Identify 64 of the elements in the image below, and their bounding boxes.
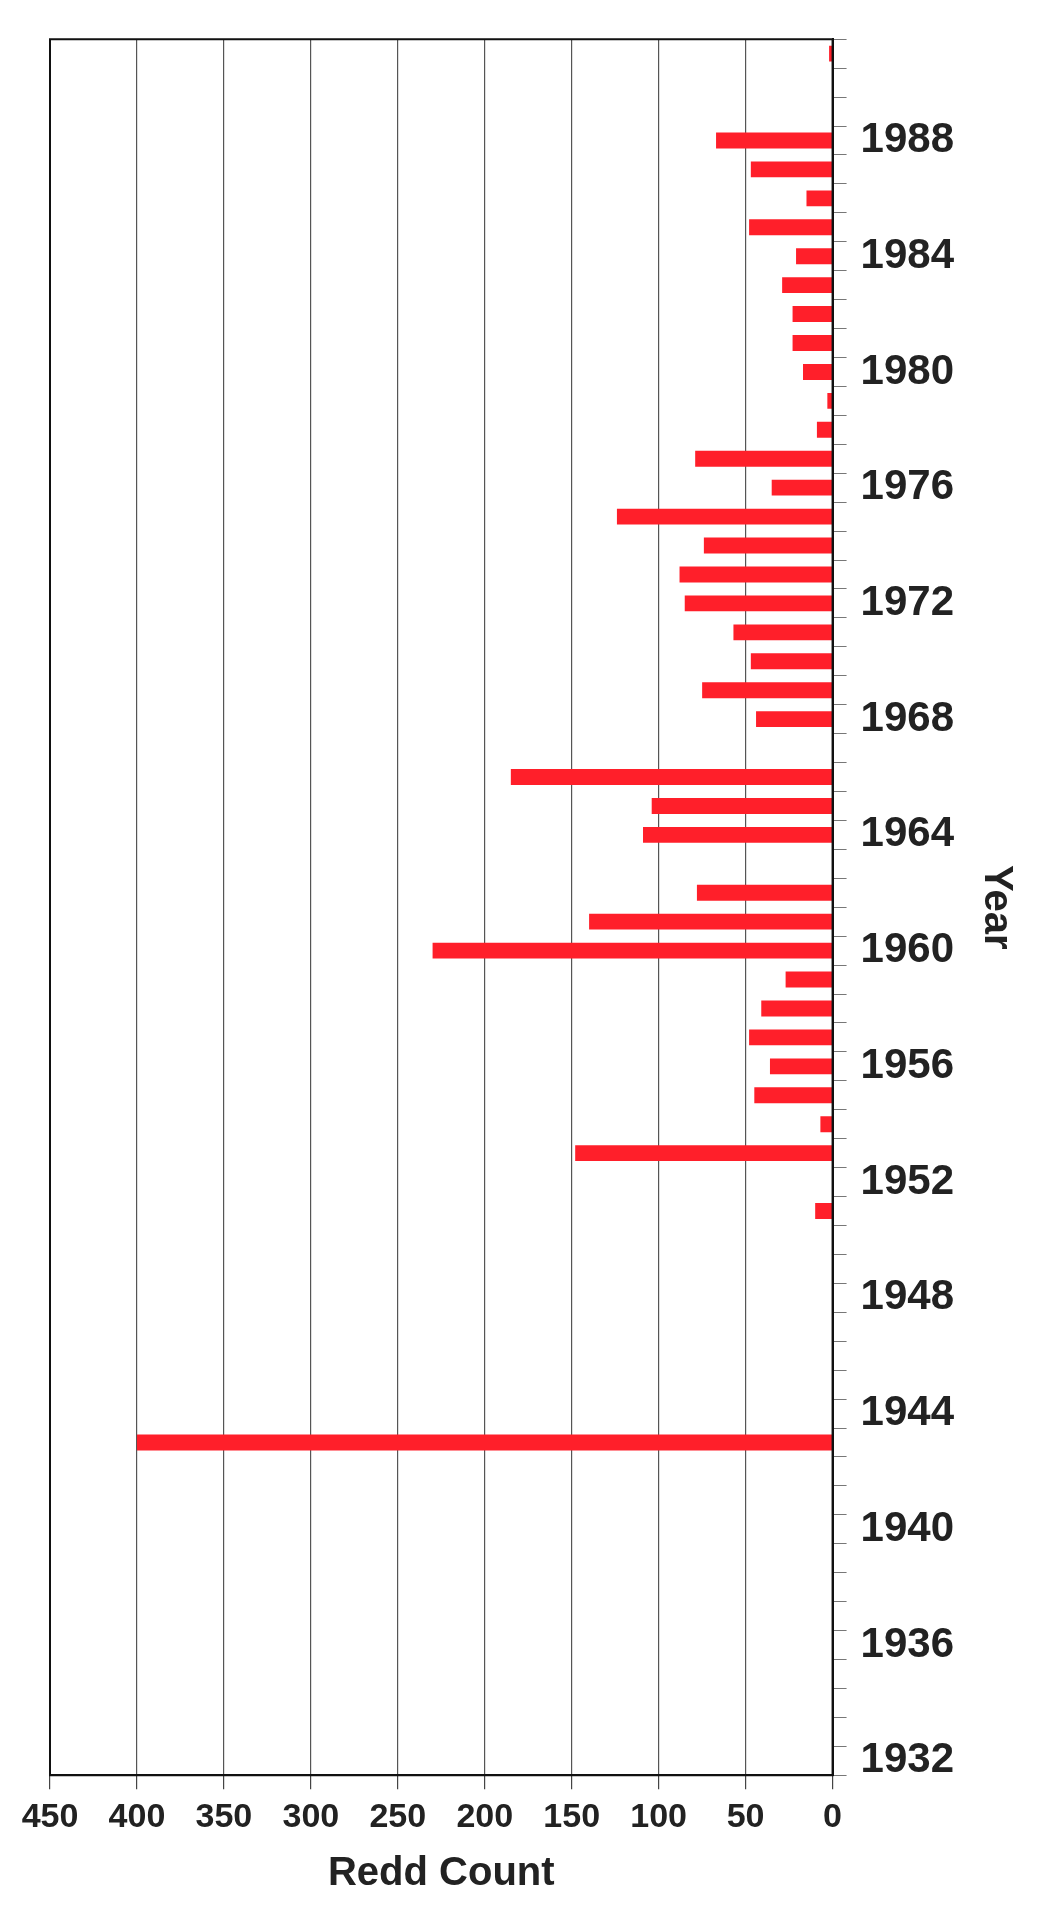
bar [432, 942, 832, 959]
x-tick-label: 300 [282, 1795, 340, 1834]
y-tick-label: 1956 [860, 1039, 954, 1087]
bar [696, 884, 832, 901]
x-tick-label: 100 [630, 1795, 688, 1834]
x-tick-label: 150 [543, 1795, 601, 1834]
bar [761, 1000, 832, 1017]
bar [815, 1203, 832, 1219]
bar [769, 1058, 832, 1075]
bar [733, 624, 832, 641]
bar [643, 826, 832, 843]
bar [754, 1087, 832, 1104]
x-tick-label: 400 [108, 1795, 166, 1834]
x-tick-label: 50 [726, 1795, 765, 1834]
bar [820, 1116, 832, 1133]
bar [589, 913, 832, 930]
y-tick-label: 1952 [860, 1155, 954, 1203]
x-tick-label: 450 [21, 1795, 79, 1834]
y-tick-label: 1964 [860, 808, 955, 856]
bar [806, 190, 832, 207]
bar [136, 1434, 832, 1451]
y-tick-label: 1948 [860, 1271, 954, 1319]
bar [695, 450, 832, 467]
bar [716, 132, 832, 149]
bar [750, 653, 832, 670]
bar [771, 479, 832, 496]
bar [827, 392, 832, 409]
bar [803, 363, 832, 380]
y-tick-label: 1932 [860, 1734, 954, 1782]
y-tick-label: 1968 [860, 692, 954, 740]
bar [651, 797, 832, 814]
bar [792, 335, 832, 351]
x-tick-label: 200 [456, 1795, 514, 1834]
bar [796, 248, 832, 265]
y-tick-label: 1940 [860, 1502, 954, 1550]
bar [749, 1029, 832, 1046]
x-tick-label: 350 [195, 1795, 253, 1834]
bar [684, 595, 832, 612]
y-tick-label: 1936 [860, 1618, 954, 1666]
bar [749, 219, 832, 236]
bar [575, 1145, 832, 1162]
bar [829, 45, 832, 62]
bar [782, 277, 832, 294]
y-tick-label: 1972 [860, 576, 954, 624]
y-tick-label: 1984 [860, 229, 955, 277]
y-tick-label: 1960 [860, 924, 954, 972]
bar [702, 682, 832, 699]
y-tick-label: 1980 [860, 345, 954, 393]
bar [756, 711, 832, 728]
bar [510, 769, 832, 785]
bar [679, 566, 832, 583]
bar [616, 508, 832, 525]
y-tick-label: 1976 [860, 461, 954, 509]
y-tick-label: 1988 [860, 114, 954, 162]
x-axis-title: Redd Count [327, 1849, 555, 1894]
bar [816, 421, 832, 438]
bar [750, 161, 832, 178]
bar [703, 537, 832, 554]
x-tick-label: 0 [823, 1795, 843, 1834]
bar [792, 306, 832, 323]
x-tick-label: 250 [369, 1795, 427, 1834]
bar [785, 971, 832, 988]
y-axis-title: Year [976, 864, 1021, 950]
y-tick-label: 1944 [860, 1387, 955, 1435]
